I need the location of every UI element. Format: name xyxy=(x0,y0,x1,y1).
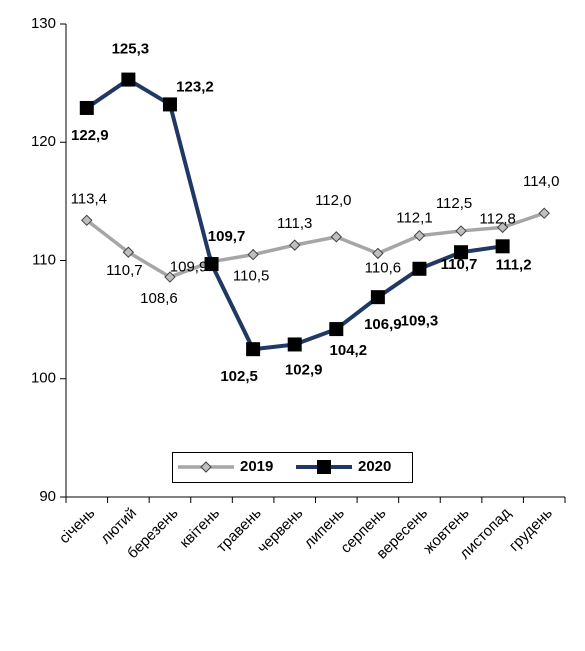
data-label: 112,0 xyxy=(315,192,351,209)
line xyxy=(85,211,545,279)
marker xyxy=(370,290,385,305)
data-label: 106,9 xyxy=(364,316,402,333)
data-label: 112,8 xyxy=(479,210,515,227)
legend-label: 2020 xyxy=(358,458,391,475)
marker xyxy=(121,72,136,87)
series-1: 122,9 125,3 123,2 109,7 102,5 102,9 104,2 106,9… xyxy=(71,41,532,386)
marker xyxy=(164,271,176,283)
marker xyxy=(122,246,135,258)
legend-marker xyxy=(317,460,331,474)
marker xyxy=(330,231,342,243)
data-label: 111,3 xyxy=(277,215,312,232)
legend: 2019 2020 xyxy=(172,452,413,483)
data-label: 109,7 xyxy=(208,228,246,245)
marker xyxy=(455,225,467,237)
y-tick-label: 90 xyxy=(39,488,56,505)
data-label: 123,2 xyxy=(176,78,214,95)
marker xyxy=(538,207,550,219)
data-label: 112,5 xyxy=(436,195,472,212)
data-label: 110,5 xyxy=(233,268,269,285)
data-label: 109,3 xyxy=(401,313,439,330)
data-label: 114,0 xyxy=(523,173,559,190)
marker xyxy=(329,322,344,337)
y-tick-label: 120 xyxy=(31,133,56,150)
y-tick-label: 130 xyxy=(31,15,56,32)
marker xyxy=(162,97,177,112)
x-tick-label: грудень xyxy=(506,504,556,554)
legend-label: 2019 xyxy=(240,458,273,475)
data-label: 110,7 xyxy=(106,262,142,279)
marker xyxy=(246,342,261,357)
marker xyxy=(79,100,94,115)
data-label: 102,9 xyxy=(285,361,323,378)
x-tick-label: червень xyxy=(254,504,306,556)
data-label: 108,6 xyxy=(140,290,178,307)
data-label: 110,6 xyxy=(365,259,401,276)
legend-marker xyxy=(200,461,212,473)
data-label: 102,5 xyxy=(220,368,258,385)
data-label: 125,3 xyxy=(112,41,150,58)
marker xyxy=(454,245,469,260)
data-label: 109,9 xyxy=(170,259,208,276)
y-tick-label: 100 xyxy=(31,370,56,387)
marker xyxy=(247,248,259,261)
marker xyxy=(289,239,301,251)
marker xyxy=(81,214,93,227)
marker xyxy=(495,239,510,254)
marker xyxy=(372,247,384,260)
data-label: 122,9 xyxy=(71,127,109,144)
marker xyxy=(287,337,302,352)
data-label: 113,4 xyxy=(71,190,107,207)
marker xyxy=(412,261,427,276)
data-label: 112,1 xyxy=(396,210,432,227)
data-label: 104,2 xyxy=(330,342,368,359)
marker xyxy=(496,221,509,234)
data-label: 110,7 xyxy=(441,256,478,273)
marker xyxy=(413,229,426,242)
x-tick-label: січень xyxy=(56,504,99,547)
y-tick-label: 110 xyxy=(32,251,56,268)
data-label: 111,2 xyxy=(496,256,532,273)
marker xyxy=(204,257,219,272)
